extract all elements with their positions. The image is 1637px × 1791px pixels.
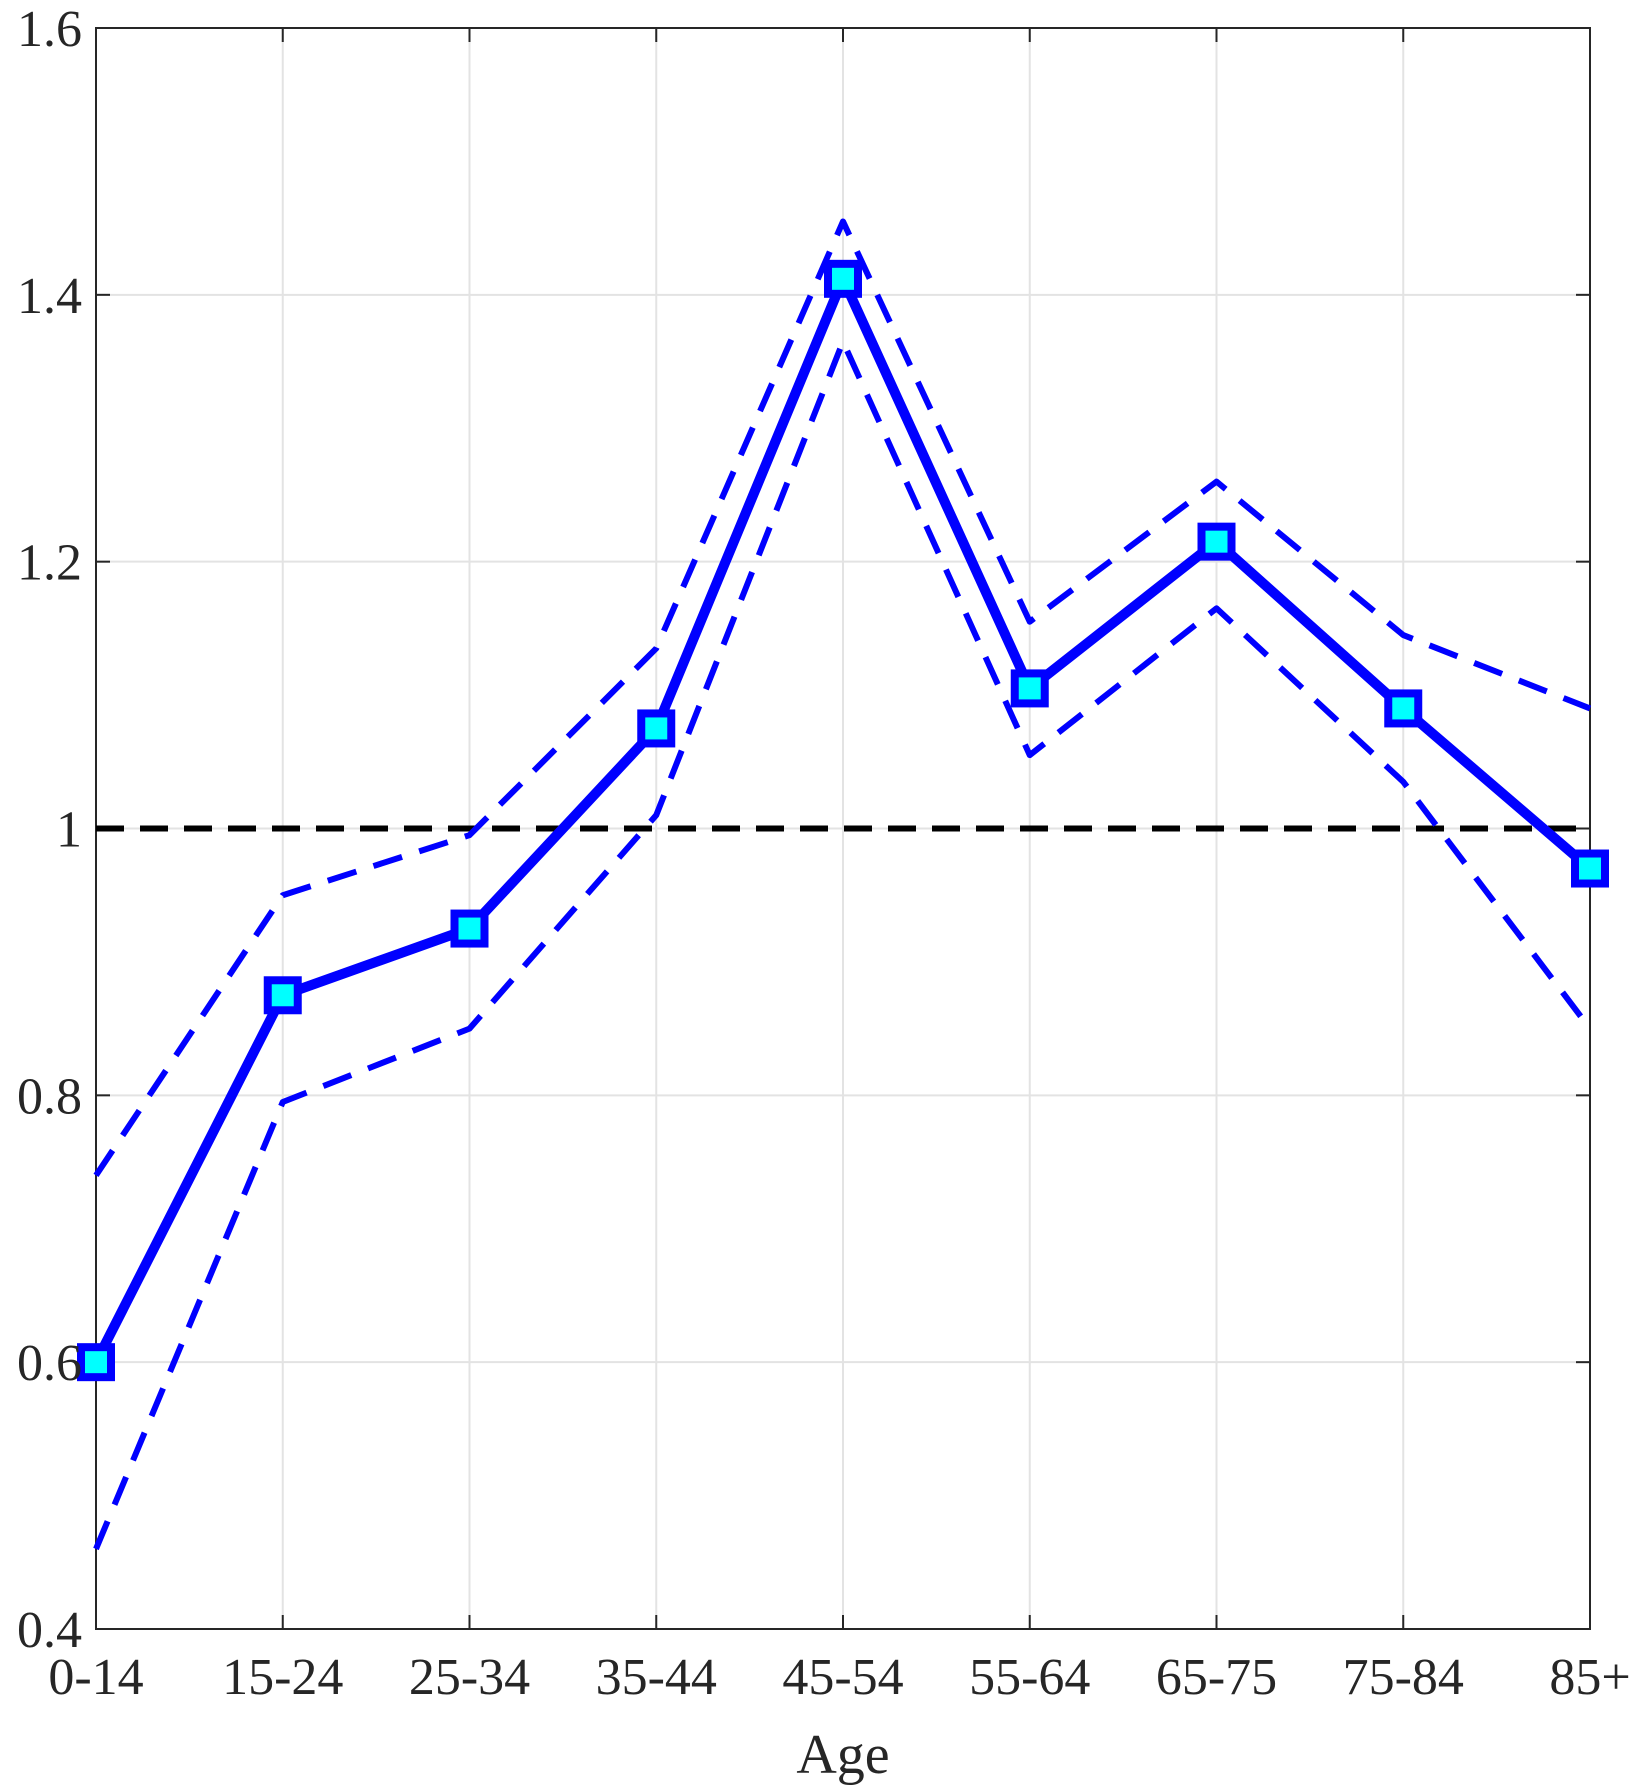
x-tick-label: 25-34 bbox=[409, 1649, 530, 1706]
y-tick-label: 0.6 bbox=[17, 1335, 82, 1392]
y-tick-label: 1.4 bbox=[17, 268, 82, 325]
data-point-marker bbox=[77, 1343, 115, 1382]
data-point-marker bbox=[450, 909, 489, 948]
x-tick-label: 65-75 bbox=[1156, 1649, 1277, 1706]
data-point-marker bbox=[1571, 849, 1609, 888]
data-point-marker bbox=[1197, 522, 1236, 561]
upper-bound-line bbox=[93, 218, 1592, 1178]
x-tick-label: 0-14 bbox=[48, 1649, 143, 1706]
data-point-marker bbox=[637, 709, 676, 748]
y-tick-label: 0.8 bbox=[17, 1068, 82, 1125]
x-tick-label: 85+ bbox=[1549, 1649, 1630, 1706]
series-group bbox=[77, 218, 1609, 1551]
data-point-marker bbox=[1010, 669, 1049, 708]
data-point-marker bbox=[263, 976, 302, 1015]
x-tick-label: 45-54 bbox=[782, 1649, 903, 1706]
y-tick-label: 0.4 bbox=[17, 1602, 82, 1659]
y-tick-label: 1 bbox=[56, 802, 82, 859]
lower-bound-line bbox=[93, 338, 1593, 1551]
x-axis-title: Age bbox=[796, 1724, 889, 1786]
x-tick-label: 55-64 bbox=[969, 1649, 1090, 1706]
data-point-marker bbox=[824, 259, 862, 298]
tick-labels: 0-14 15-24 25-34 35-44 45-54 55-64 65-75 75-84 8… bbox=[17, 1, 1631, 1706]
x-tick-label: 15-24 bbox=[222, 1649, 343, 1706]
y-tick-label: 1.6 bbox=[17, 1, 82, 58]
x-tick-label: 35-44 bbox=[596, 1649, 717, 1706]
y-tick-label: 1.2 bbox=[17, 535, 82, 592]
x-tick-label: 75-84 bbox=[1343, 1649, 1464, 1706]
data-point-marker bbox=[1384, 689, 1423, 728]
